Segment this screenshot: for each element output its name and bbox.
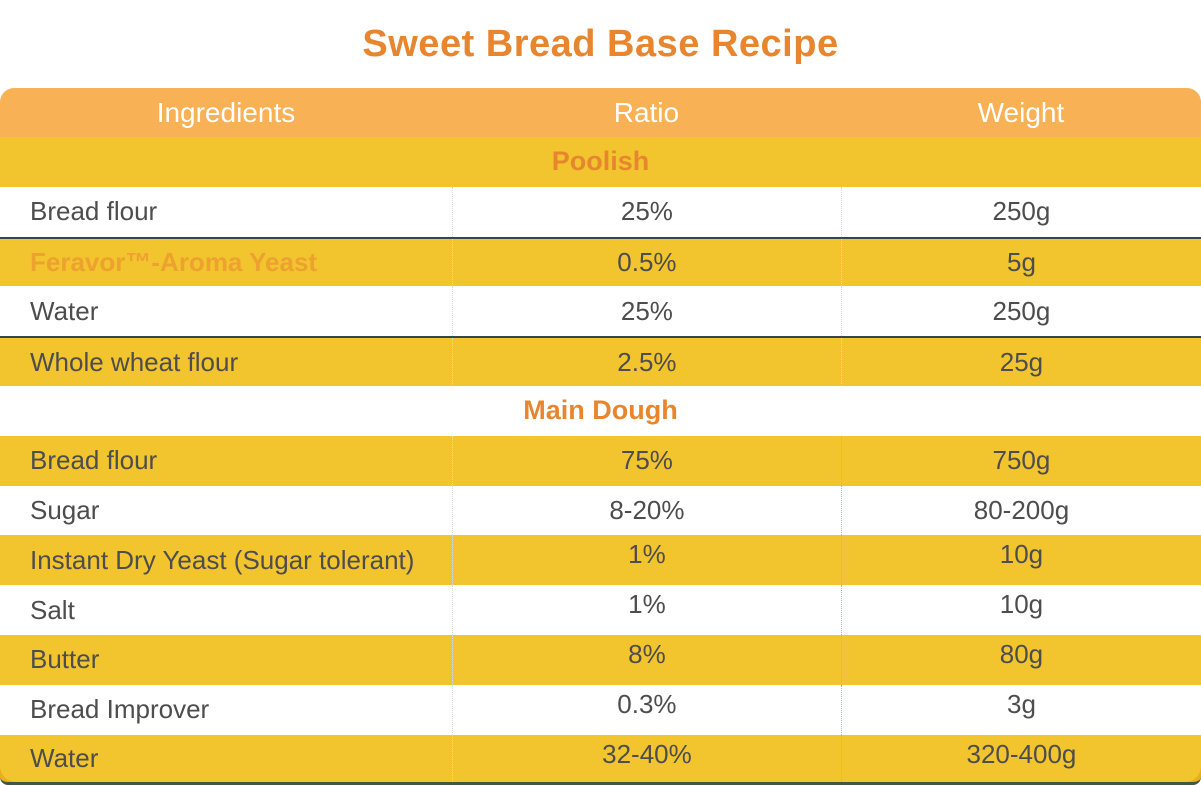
ingredient-cell: Feravor™-Aroma Yeast (30, 246, 318, 277)
weight-cell: 250g (840, 286, 1201, 337)
weight-cell: 80-200g (840, 485, 1201, 536)
section-title: Main Dough (523, 395, 678, 426)
ingredient-cell: Whole wheat flour (30, 346, 239, 377)
weight-cell: 10g (840, 585, 1201, 635)
weight-cell: 250g (840, 186, 1201, 237)
ratio-cell: 75% (451, 435, 841, 486)
weight-cell: 320-400g (840, 734, 1201, 782)
table-row: Salt 1% 10g (0, 585, 1201, 635)
table-row: Whole wheat flour 2.5% 25g (0, 336, 1201, 386)
page-title: Sweet Bread Base Recipe (362, 22, 839, 65)
ratio-cell: 25% (451, 186, 841, 237)
section-header-poolish: Poolish (0, 137, 1201, 187)
weight-cell: 750g (840, 435, 1201, 486)
table-header-row: Ingredients Ratio Weight (0, 88, 1201, 137)
ingredient-cell: Water (30, 742, 99, 773)
ratio-cell: 8% (451, 634, 841, 685)
table-row: Bread flour 25% 250g (0, 186, 1201, 237)
ratio-cell: 1% (451, 535, 841, 586)
table-row: Sugar 8-20% 80-200g (0, 485, 1201, 536)
table-row: Water 32-40% 320-400g (0, 734, 1201, 782)
table-body: Poolish Bread flour 25% 250g Feravor™-Aroma … (0, 137, 1201, 785)
ingredient-cell: Bread flour (30, 445, 158, 476)
weight-cell: 80g (840, 634, 1201, 685)
table-bottom-strip: Water 32-40% 320-400g (0, 734, 1201, 785)
table-row: Feravor™-Aroma Yeast 0.5% 5g (0, 236, 1201, 287)
column-header-ratio: Ratio (613, 96, 680, 128)
ratio-cell: 1% (451, 585, 841, 635)
ratio-cell: 25% (451, 286, 841, 337)
section-header-main-dough: Main Dough (0, 385, 1201, 436)
ratio-cell: 0.5% (451, 238, 841, 287)
ingredient-cell: Bread flour (30, 196, 158, 227)
ingredient-cell: Salt (30, 594, 75, 625)
weight-cell: 3g (840, 684, 1201, 735)
weight-cell: 10g (840, 535, 1201, 586)
table-row: Instant Dry Yeast (Sugar tolerant) 1% 10g (0, 535, 1201, 586)
recipe-table: Ingredients Ratio Weight Poolish Bread fl… (0, 88, 1201, 785)
weight-cell: 5g (840, 238, 1201, 287)
ingredient-cell: Water (30, 295, 99, 326)
table-row: Bread Improver 0.3% 3g (0, 684, 1201, 735)
table-row: Water 25% 250g (0, 286, 1201, 337)
ingredient-cell: Butter (30, 644, 100, 675)
ratio-cell: 0.3% (451, 684, 841, 735)
table-row: Butter 8% 80g (0, 634, 1201, 685)
ratio-cell: 2.5% (451, 338, 841, 386)
ingredient-cell: Instant Dry Yeast (Sugar tolerant) (30, 544, 415, 575)
section-title: Poolish (551, 146, 650, 177)
ratio-cell: 32-40% (451, 734, 841, 782)
column-header-ingredients: Ingredients (156, 96, 296, 128)
table-row: Bread flour 75% 750g (0, 435, 1201, 486)
ingredient-cell: Sugar (30, 494, 100, 525)
ratio-cell: 8-20% (451, 485, 841, 536)
title-bar: Sweet Bread Base Recipe (0, 0, 1201, 88)
ingredient-cell: Bread Improver (30, 694, 210, 725)
column-header-weight: Weight (977, 96, 1065, 128)
weight-cell: 25g (840, 338, 1201, 386)
